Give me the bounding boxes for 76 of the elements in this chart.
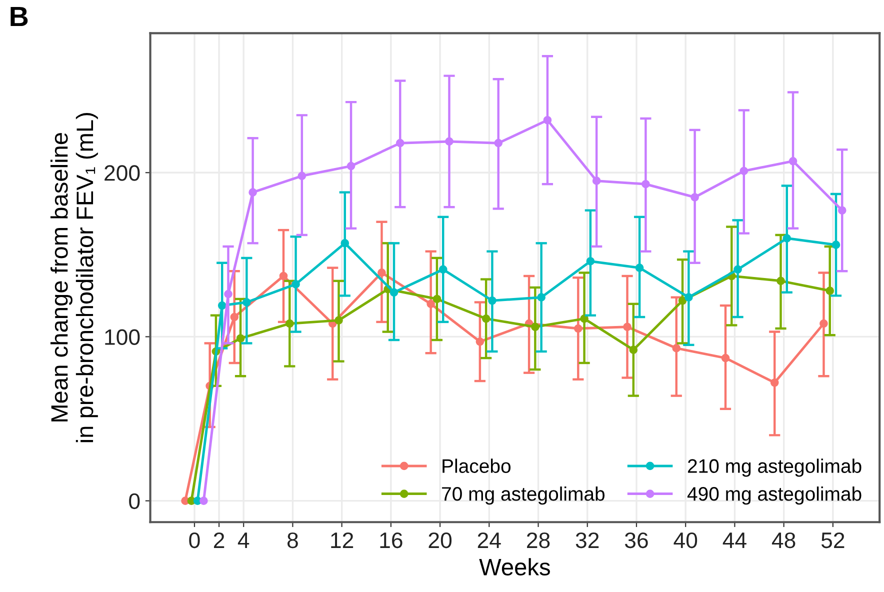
x-tick-label: 40 [674, 532, 698, 548]
point [740, 166, 748, 176]
point [574, 324, 582, 333]
point [488, 296, 496, 305]
point [543, 116, 552, 124]
point [242, 298, 251, 306]
legend-label: 210 mg astegolimab [688, 458, 862, 477]
point [820, 319, 828, 328]
x-tick-label: 44 [722, 532, 746, 548]
x-tick-label: 48 [772, 532, 796, 548]
y-tick-label: 0 [129, 493, 140, 510]
point [629, 346, 638, 354]
point [230, 312, 239, 322]
point [642, 180, 650, 188]
point [346, 162, 356, 170]
point [826, 286, 834, 295]
point [770, 378, 779, 387]
point [482, 314, 490, 323]
point [838, 206, 846, 215]
point [224, 290, 232, 298]
point [782, 234, 792, 242]
point [623, 322, 632, 332]
point [218, 301, 226, 310]
point [832, 240, 840, 249]
point [298, 172, 306, 180]
point [690, 193, 699, 202]
point [776, 276, 785, 286]
x-tick-label: 2 [214, 532, 224, 548]
x-axis-title: Weeks [479, 558, 550, 576]
chart-title: B [10, 6, 28, 26]
legend-label: 490 mg astegolimab [687, 486, 862, 505]
point [586, 257, 595, 266]
x-tick-label: 24 [478, 532, 501, 548]
x-tick-label: 16 [380, 532, 402, 548]
point [438, 265, 448, 274]
x-tick-label: 8 [287, 532, 298, 548]
y-tick-label: 100 [105, 329, 140, 345]
x-tick-label: 28 [527, 532, 550, 548]
point [426, 300, 435, 308]
point [672, 344, 681, 352]
point [340, 239, 350, 248]
y-tick-label: 200 [104, 165, 140, 181]
point [285, 319, 294, 328]
x-tick-label: 0 [189, 532, 200, 548]
point [580, 314, 588, 323]
point [537, 293, 546, 302]
x-tick-label: 20 [428, 532, 452, 548]
point [635, 264, 644, 272]
x-tick-label: 36 [624, 532, 648, 548]
point [531, 322, 540, 332]
point [236, 334, 245, 343]
point [592, 176, 601, 185]
point [788, 156, 798, 166]
point [445, 137, 454, 146]
point [432, 294, 442, 304]
y-axis-title: Mean change from baseline in pre-bronchodilator FEV₁ (mL) [50, 113, 98, 442]
point [476, 337, 484, 346]
point [721, 354, 730, 362]
point [396, 138, 404, 148]
point [678, 296, 687, 305]
legend-label: Placebo [442, 458, 510, 473]
x-tick-label: 52 [821, 532, 844, 548]
point [279, 272, 288, 280]
point [378, 268, 386, 277]
x-tick-label: 4 [238, 532, 250, 548]
point [494, 138, 503, 148]
point [684, 293, 693, 302]
point [390, 288, 398, 297]
point [734, 265, 742, 274]
x-tick-label: 12 [331, 532, 354, 548]
point [248, 188, 257, 196]
x-tick-label: 32 [576, 532, 599, 548]
point [292, 280, 300, 288]
point [200, 496, 208, 505]
point [334, 316, 343, 324]
legend-label: 70 mg astegolimab [442, 486, 605, 505]
